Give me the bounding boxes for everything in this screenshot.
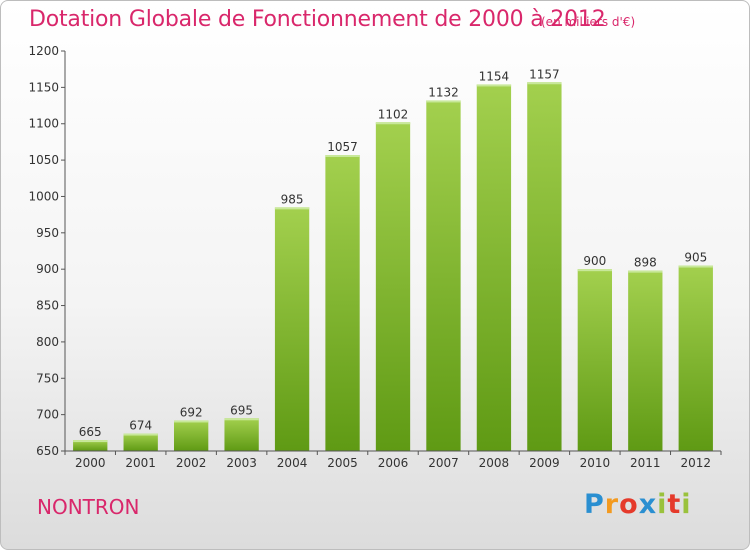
logo-letter: r (604, 489, 620, 520)
bar-highlight (173, 420, 209, 423)
data-label: 1157 (529, 67, 560, 81)
logo-letter: x (638, 489, 658, 520)
y-tick-label: 1100 (28, 117, 59, 131)
data-label: 1132 (428, 85, 459, 99)
x-tick-label: 2011 (630, 456, 661, 470)
proxiti-logo[interactable]: Proxiti (584, 489, 692, 520)
x-tick-label: 2004 (277, 456, 308, 470)
bar (577, 269, 613, 451)
logo-letter: t (667, 489, 682, 520)
data-label: 900 (583, 254, 606, 268)
bar-highlight (527, 82, 562, 85)
bar (73, 440, 108, 451)
x-tick-label: 2007 (428, 456, 459, 470)
bar (375, 122, 411, 451)
x-tick-label: 2006 (378, 456, 409, 470)
x-tick-label: 2000 (75, 456, 106, 470)
logo-letter: o (619, 489, 639, 520)
x-tick-label: 2001 (125, 456, 156, 470)
y-tick-label: 900 (36, 262, 59, 276)
data-label: 905 (684, 251, 707, 265)
bar (173, 420, 209, 451)
bar (527, 82, 562, 451)
data-label: 898 (634, 256, 657, 270)
data-label: 1102 (378, 107, 409, 121)
y-tick-label: 950 (36, 226, 59, 240)
data-label: 692 (180, 405, 203, 419)
x-tick-label: 2005 (327, 456, 358, 470)
bar-highlight (375, 122, 411, 125)
bar-highlight (123, 433, 158, 436)
data-label: 985 (281, 192, 304, 206)
bar-highlight (325, 155, 360, 157)
data-label: 1057 (327, 140, 358, 154)
bar (274, 207, 310, 451)
y-tick-label: 1050 (28, 153, 59, 167)
data-label: 674 (129, 419, 152, 433)
bar-highlight (224, 418, 259, 421)
x-tick-label: 2010 (580, 456, 611, 470)
x-tick-label: 2003 (226, 456, 257, 470)
logo-letter: P (584, 489, 605, 520)
data-label: 665 (79, 425, 102, 439)
commune-name: NONTRON (37, 495, 140, 519)
bar-highlight (628, 270, 663, 273)
y-tick-label: 800 (36, 335, 59, 349)
data-label: 695 (230, 403, 253, 417)
y-tick-label: 1150 (28, 80, 59, 94)
bar (123, 433, 158, 451)
bar-highlight (476, 84, 512, 87)
x-tick-label: 2009 (529, 456, 560, 470)
y-tick-label: 750 (36, 371, 59, 385)
y-tick-label: 850 (36, 299, 59, 313)
x-tick-label: 2012 (680, 456, 711, 470)
logo-letter: i (657, 489, 668, 520)
bar-highlight (577, 269, 613, 272)
y-tick-label: 1200 (28, 44, 59, 58)
y-tick-label: 700 (36, 408, 59, 422)
bar (325, 155, 360, 451)
bar (678, 265, 713, 451)
bar (224, 418, 259, 451)
y-tick-label: 650 (36, 444, 59, 458)
x-tick-label: 2008 (479, 456, 510, 470)
bar-highlight (274, 207, 310, 210)
bar-highlight (426, 100, 461, 103)
logo-letter: i (681, 489, 692, 520)
bar-highlight (678, 265, 713, 268)
bar (476, 84, 512, 452)
chart-title: Dotation Globale de Fonctionnement de 20… (29, 7, 606, 32)
x-tick-label: 2002 (176, 456, 207, 470)
bar (628, 270, 663, 451)
data-label: 1154 (479, 69, 510, 83)
y-tick-label: 1000 (28, 189, 59, 203)
bar-highlight (73, 440, 108, 443)
chart-unit-note: (en milliers d'€) (541, 15, 636, 29)
bar (426, 100, 461, 452)
